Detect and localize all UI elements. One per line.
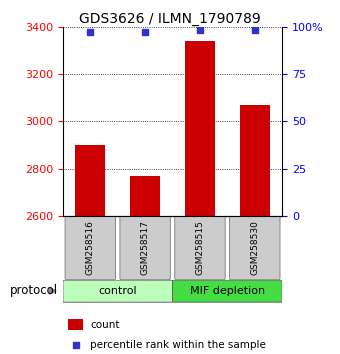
Bar <box>75 145 105 216</box>
FancyBboxPatch shape <box>120 216 170 280</box>
Point <box>252 28 257 33</box>
FancyBboxPatch shape <box>173 280 282 302</box>
Text: MIF depletion: MIF depletion <box>190 286 265 296</box>
FancyBboxPatch shape <box>65 216 116 280</box>
Bar <box>185 41 215 216</box>
Bar <box>240 105 270 216</box>
FancyBboxPatch shape <box>230 216 280 280</box>
Bar <box>130 176 160 216</box>
Text: percentile rank within the sample: percentile rank within the sample <box>90 340 266 350</box>
FancyBboxPatch shape <box>63 280 173 302</box>
Point <box>88 29 93 35</box>
Text: GDS3626 / ILMN_1790789: GDS3626 / ILMN_1790789 <box>79 12 261 27</box>
Text: GSM258530: GSM258530 <box>250 220 259 275</box>
Text: GSM258515: GSM258515 <box>195 220 204 275</box>
Text: GSM258517: GSM258517 <box>141 220 150 275</box>
Text: protocol: protocol <box>10 285 58 297</box>
Text: count: count <box>90 320 120 330</box>
Point <box>142 29 148 35</box>
Text: GSM258516: GSM258516 <box>86 220 95 275</box>
FancyBboxPatch shape <box>175 216 225 280</box>
Text: control: control <box>98 286 137 296</box>
Bar <box>68 319 83 330</box>
Point <box>197 28 203 33</box>
